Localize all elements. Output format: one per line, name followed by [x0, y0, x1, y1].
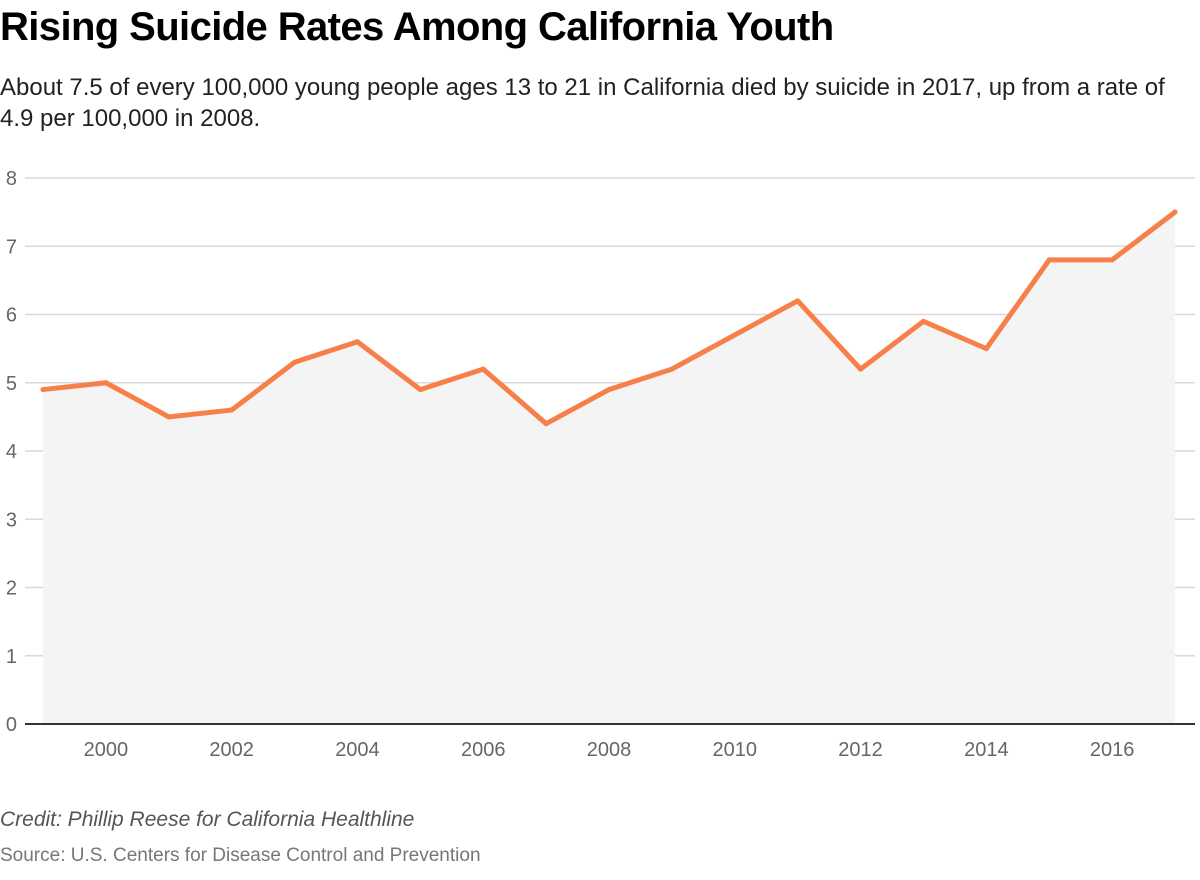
data-point-2000 — [103, 380, 109, 386]
data-point-2007 — [543, 421, 549, 427]
data-point-2011 — [795, 298, 801, 304]
data-point-2014 — [983, 346, 989, 352]
data-point-2003 — [292, 359, 298, 365]
data-point-2008 — [606, 387, 612, 393]
y-axis-ticks: 0 1 2 3 4 5 6 7 8 — [6, 168, 17, 736]
data-point-2015 — [1046, 257, 1052, 263]
y-tick-label: 2 — [6, 578, 17, 600]
data-point-2010 — [732, 332, 738, 338]
data-point-2006 — [480, 366, 486, 372]
y-tick-label: 1 — [6, 646, 17, 668]
x-tick-label: 2002 — [209, 739, 254, 761]
x-tick-label: 2000 — [84, 739, 129, 761]
y-tick-label: 3 — [6, 509, 17, 531]
x-tick-label: 2010 — [713, 739, 758, 761]
y-tick-label: 8 — [6, 168, 17, 190]
data-point-2004 — [354, 339, 360, 345]
data-point-2012 — [858, 366, 864, 372]
area-fill — [43, 212, 1175, 724]
data-point-1999 — [40, 387, 46, 393]
x-tick-label: 2006 — [461, 739, 506, 761]
data-point-2009 — [669, 366, 675, 372]
x-tick-label: 2014 — [964, 739, 1009, 761]
data-point-2013 — [920, 318, 926, 324]
chart-title: Rising Suicide Rates Among California Yo… — [0, 5, 834, 49]
x-tick-label: 2004 — [335, 739, 380, 761]
y-tick-label: 6 — [6, 305, 17, 327]
x-tick-label: 2016 — [1090, 739, 1135, 761]
data-point-2002 — [229, 407, 235, 413]
y-tick-label: 5 — [6, 373, 17, 395]
x-axis-ticks: 2000 2002 2004 2006 2008 2010 2012 2014 2016 — [84, 739, 1135, 761]
data-point-2001 — [166, 414, 172, 420]
x-tick-label: 2012 — [838, 739, 883, 761]
data-point-2017 — [1172, 209, 1178, 215]
data-point-2016 — [1109, 257, 1115, 263]
x-tick-label: 2008 — [587, 739, 632, 761]
y-tick-label: 4 — [6, 441, 17, 463]
data-point-2005 — [417, 387, 423, 393]
y-tick-label: 0 — [6, 714, 17, 736]
area-fill-layer — [43, 212, 1175, 724]
credit-line: Credit: Phillip Reese for California Hea… — [0, 808, 415, 831]
chart-subtitle: About 7.5 of every 100,000 young people … — [0, 74, 1165, 132]
y-tick-label: 7 — [6, 236, 17, 258]
series-line-layer — [40, 209, 1178, 427]
source-line: Source: U.S. Centers for Disease Control… — [0, 845, 481, 866]
